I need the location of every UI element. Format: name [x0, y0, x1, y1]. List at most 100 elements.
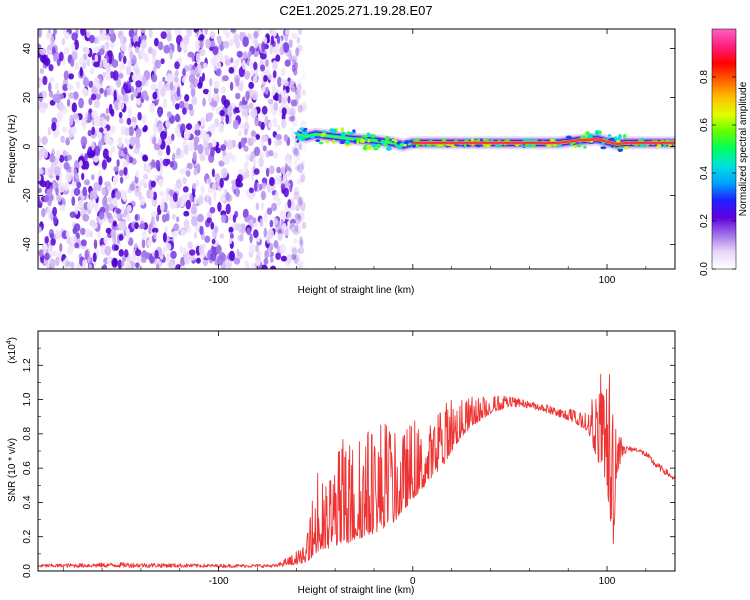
noise-speckle — [173, 223, 180, 232]
noise-speckle — [232, 119, 239, 130]
noise-speckle — [290, 107, 296, 118]
noise-speckle — [106, 256, 112, 265]
svg-text:(x104): (x104) — [6, 337, 18, 364]
noise-speckle — [104, 89, 108, 98]
noise-speckle — [160, 58, 165, 65]
noise-speckle — [251, 136, 257, 143]
noise-speckle — [253, 61, 258, 71]
noise-speckle — [272, 60, 278, 70]
signal-speckle — [412, 143, 416, 149]
colorbar-tick-label: 0.0 — [699, 262, 710, 276]
noise-speckle — [183, 129, 191, 140]
noise-speckle — [160, 130, 167, 140]
noise-speckle — [269, 219, 274, 228]
noise-speckle — [298, 142, 302, 150]
noise-speckle — [110, 229, 117, 239]
noise-speckle — [154, 59, 162, 69]
noise-speckle — [291, 85, 296, 93]
noise-speckle — [239, 233, 244, 242]
noise-speckle — [117, 137, 123, 148]
noise-speckle — [78, 97, 84, 109]
x-tick-label: 100 — [599, 576, 616, 587]
noise-speckle — [270, 35, 275, 45]
noise-speckle — [203, 62, 208, 69]
noise-speckle — [86, 48, 90, 55]
signal-speckle — [607, 134, 612, 137]
y-tick-label: 0.8 — [22, 426, 33, 440]
signal-speckle — [588, 133, 594, 137]
signal-speckle — [618, 146, 623, 150]
noise-speckle — [59, 154, 65, 163]
noise-speckle — [258, 157, 264, 168]
noise-speckle — [117, 94, 123, 102]
noise-speckle — [106, 196, 114, 203]
noise-speckle — [135, 249, 142, 257]
noise-speckle — [111, 59, 119, 68]
noise-speckle — [199, 40, 204, 49]
noise-speckle — [195, 52, 201, 64]
noise-speckle — [211, 238, 216, 245]
signal-speckle — [597, 130, 602, 135]
noise-speckle — [183, 35, 190, 45]
noise-speckle — [112, 70, 119, 81]
noise-speckle — [232, 214, 237, 223]
noise-speckle — [105, 206, 109, 216]
noise-speckle — [273, 102, 279, 111]
spectrogram-noise-region — [38, 29, 307, 269]
noise-speckle — [275, 139, 283, 146]
noise-speckle — [216, 35, 222, 42]
noise-speckle — [235, 187, 240, 198]
noise-speckle — [265, 59, 269, 68]
noise-speckle — [105, 71, 111, 82]
noise-speckle — [121, 256, 127, 263]
noise-speckle — [110, 29, 114, 36]
noise-speckle — [64, 32, 70, 40]
noise-speckle — [293, 154, 298, 163]
noise-speckle — [259, 218, 264, 227]
signal-speckle — [570, 142, 574, 147]
noise-speckle — [184, 254, 190, 265]
noise-speckle — [133, 243, 138, 249]
noise-speckle — [235, 77, 240, 87]
signal-speckle — [573, 144, 577, 149]
noise-speckle — [140, 29, 146, 33]
signal-speckle — [315, 139, 321, 143]
noise-speckle — [146, 189, 152, 199]
signal-speckle — [402, 143, 408, 147]
noise-speckle — [38, 149, 44, 160]
noise-speckle — [132, 89, 138, 98]
signal-speckle — [397, 144, 403, 150]
noise-speckle — [62, 84, 69, 92]
spectrogram-panel: -100 100 -40 -20 0 20 40 Height of straight li… — [7, 28, 676, 296]
noise-speckle — [92, 191, 98, 200]
y-tick-label: 0.2 — [22, 529, 33, 543]
noise-speckle — [50, 35, 55, 47]
noise-speckle — [212, 46, 219, 56]
noise-speckle — [135, 262, 140, 269]
noise-speckle — [218, 122, 225, 133]
noise-speckle — [301, 259, 306, 269]
noise-speckle — [130, 93, 134, 101]
noise-speckle — [85, 228, 91, 238]
noise-speckle — [287, 199, 292, 209]
noise-speckle — [295, 248, 301, 258]
noise-speckle — [271, 202, 278, 212]
noise-speckle — [204, 235, 211, 243]
noise-speckle — [165, 213, 170, 222]
noise-speckle — [53, 214, 57, 225]
signal-speckle — [391, 138, 397, 142]
noise-speckle — [192, 151, 197, 162]
noise-speckle — [108, 53, 113, 65]
noise-speckle — [267, 228, 275, 239]
noise-speckle — [261, 105, 268, 115]
noise-speckle — [235, 177, 241, 188]
noise-speckle — [261, 41, 266, 53]
noise-speckle — [179, 245, 184, 254]
colorbar-tick-label: 0.2 — [699, 214, 710, 228]
snr-line — [38, 373, 675, 569]
noise-speckle — [212, 182, 217, 191]
snr-multiplier: (x104) — [6, 337, 18, 364]
y-tick-label: 1.0 — [22, 392, 33, 406]
signal-speckle — [359, 138, 366, 143]
noise-speckle — [74, 62, 80, 71]
